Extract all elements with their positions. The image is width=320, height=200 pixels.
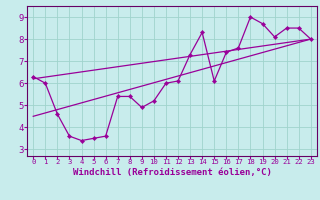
X-axis label: Windchill (Refroidissement éolien,°C): Windchill (Refroidissement éolien,°C) (73, 168, 271, 177)
